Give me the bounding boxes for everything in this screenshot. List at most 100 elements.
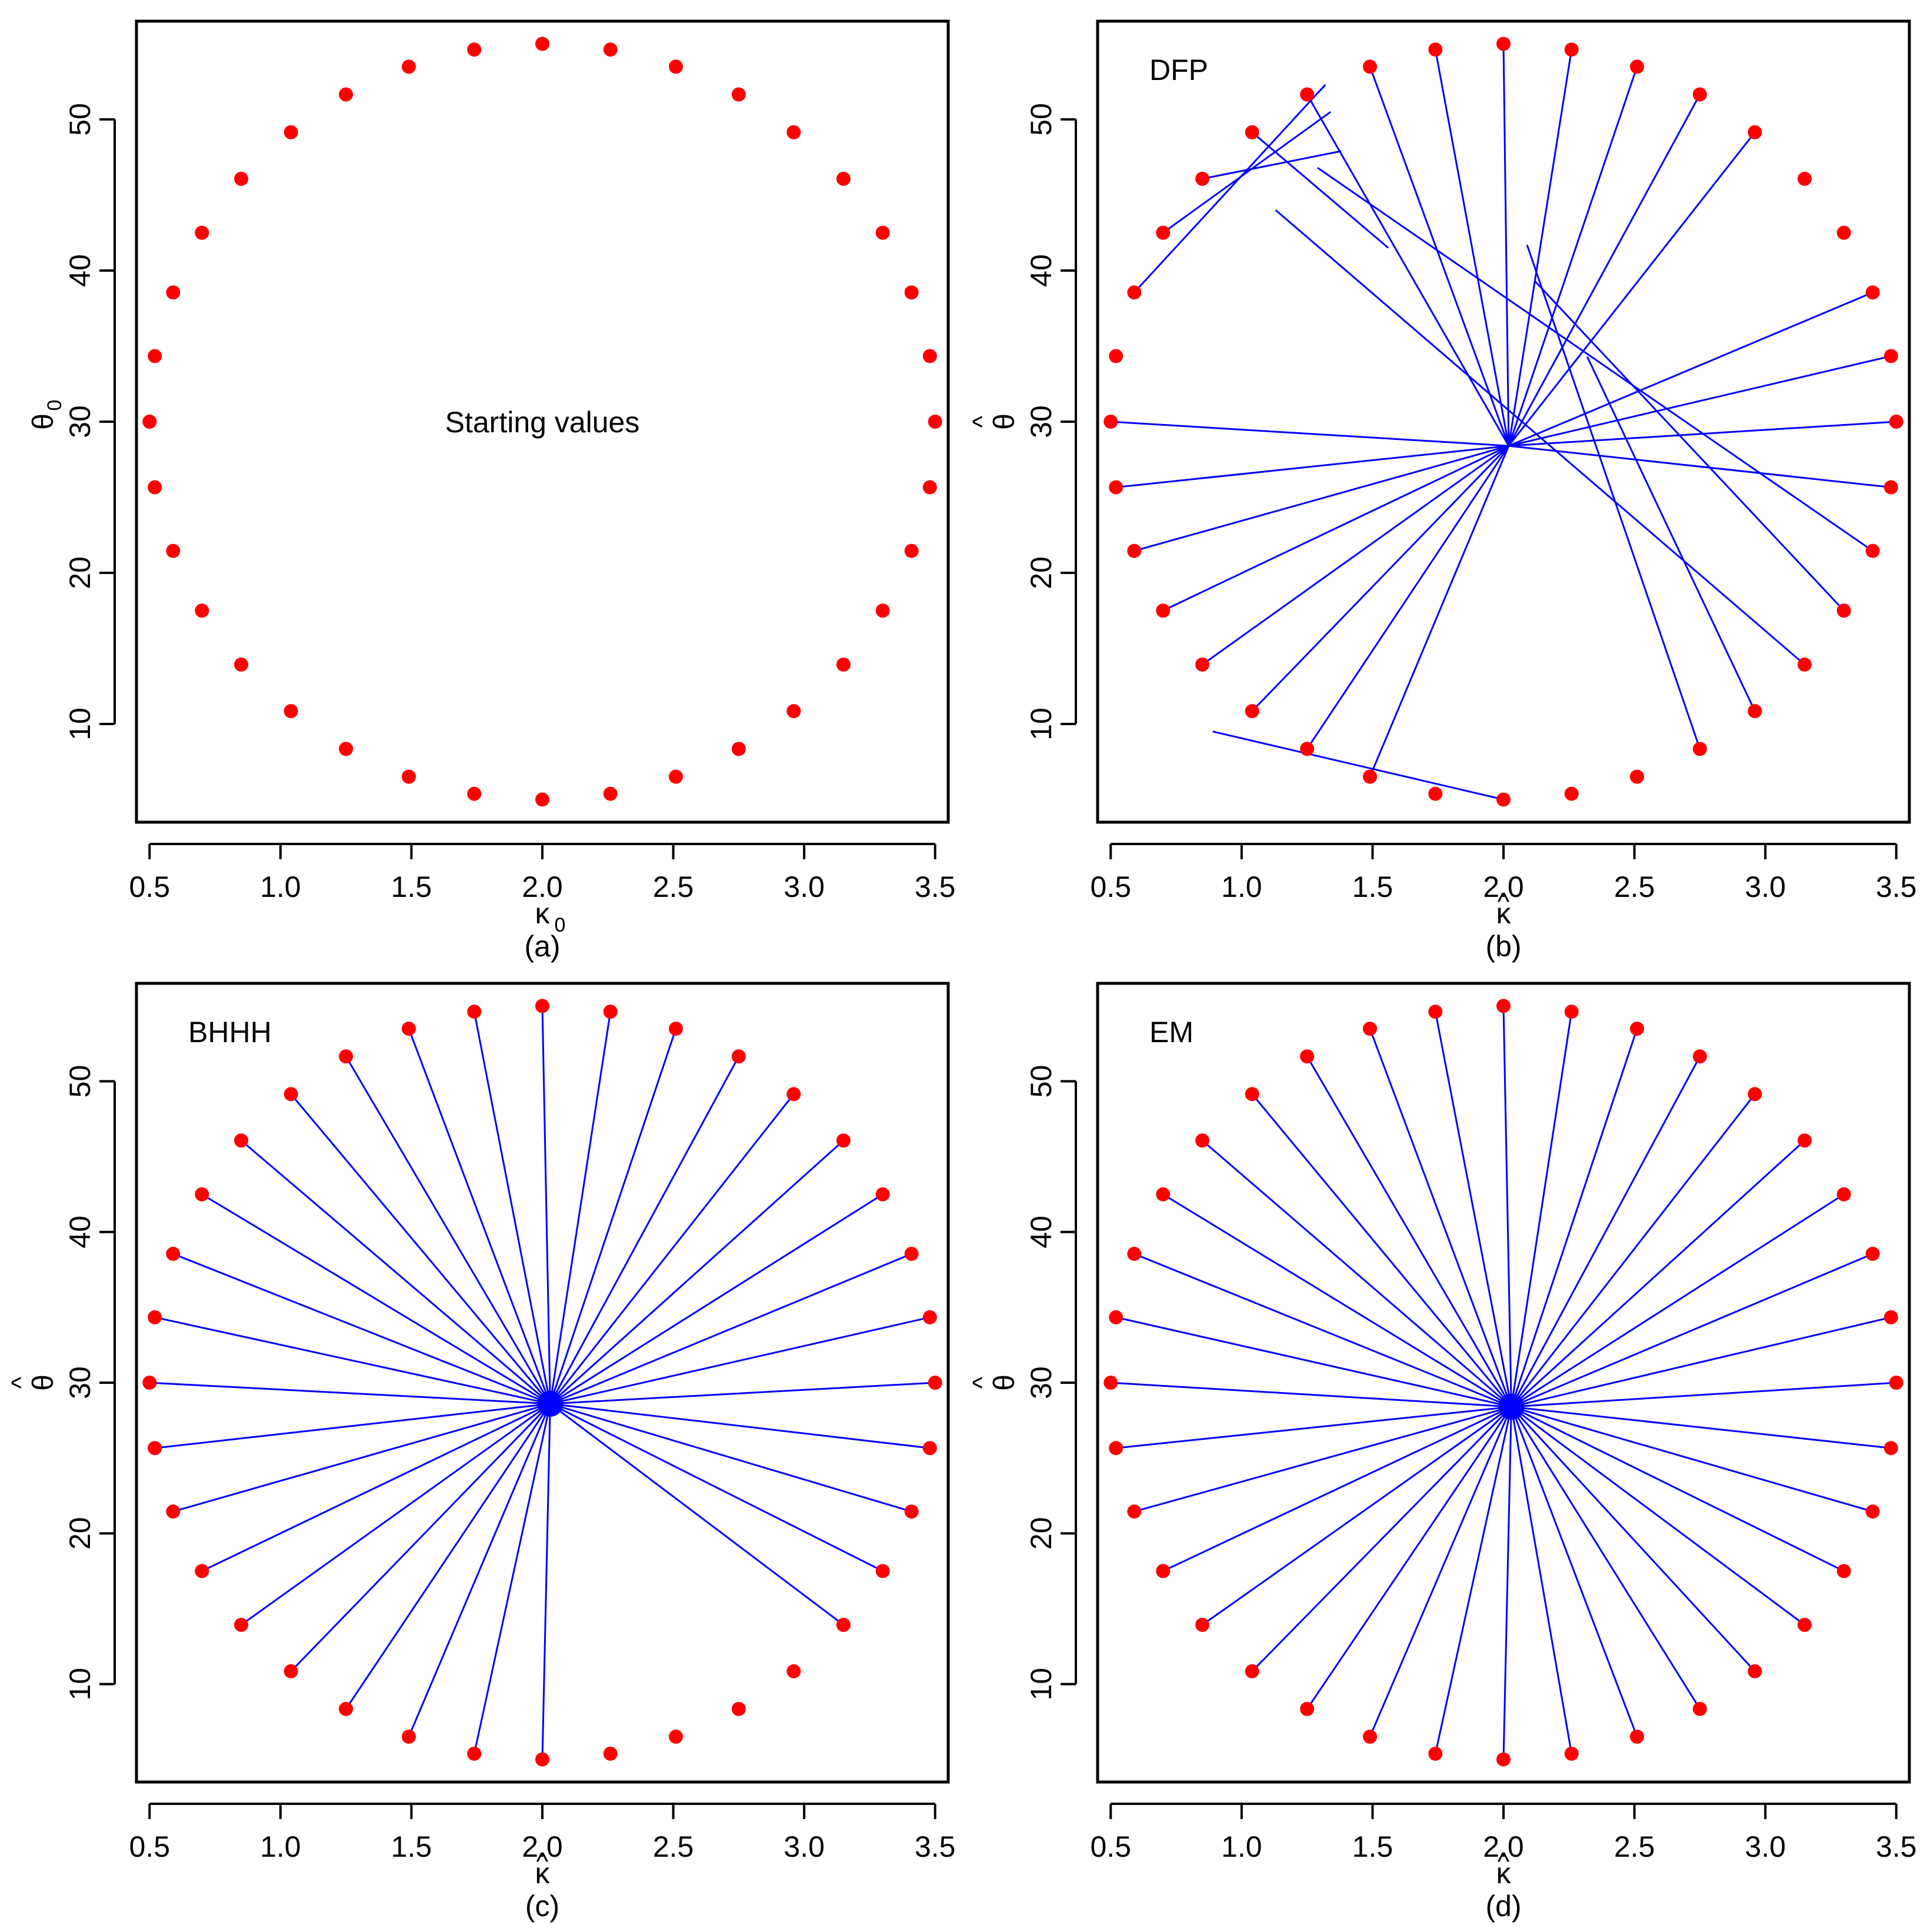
start-point xyxy=(731,87,746,102)
start-point xyxy=(731,1701,746,1716)
start-point xyxy=(731,742,746,756)
panel-annotation: BHHH xyxy=(188,1016,272,1049)
trajectory-line xyxy=(1251,131,1389,249)
y-tick-label: 50 xyxy=(1025,1065,1058,1098)
x-label-symbol: κ xyxy=(1496,1857,1512,1890)
x-tick-label: 3.5 xyxy=(915,1830,956,1863)
x-tick-label: 3.0 xyxy=(1745,870,1786,903)
start-point xyxy=(731,1049,746,1064)
start-point xyxy=(1156,1187,1171,1202)
x-tick-label: 1.5 xyxy=(391,1830,432,1863)
start-point xyxy=(786,1664,801,1679)
start-point xyxy=(836,657,851,672)
trajectory-line xyxy=(1511,1093,1756,1407)
trajectory-line xyxy=(1508,49,1573,446)
start-point xyxy=(1127,543,1142,558)
start-point xyxy=(1836,1564,1851,1579)
start-point xyxy=(1865,285,1880,300)
trajectory-line xyxy=(1526,244,1701,749)
start-point xyxy=(1836,225,1851,240)
start-point xyxy=(1797,657,1812,672)
trajectory-line xyxy=(1511,1406,1892,1449)
start-point xyxy=(401,769,416,784)
y-label-symbol: θ xyxy=(26,413,59,430)
trajectory-line xyxy=(1162,1193,1512,1408)
trajectory-line xyxy=(549,1253,912,1405)
start-point xyxy=(669,769,684,784)
start-point xyxy=(1362,769,1377,784)
start-point xyxy=(904,1246,919,1261)
start-point xyxy=(1797,172,1812,186)
start-point xyxy=(875,1564,890,1579)
trajectory-line xyxy=(549,1093,795,1404)
trajectory-line xyxy=(549,1011,612,1404)
y-label-symbol: θ xyxy=(988,1374,1021,1391)
start-point xyxy=(786,1087,801,1102)
trajectory-line xyxy=(1162,445,1509,612)
trajectory-line xyxy=(549,1193,884,1405)
trajectory-line xyxy=(1508,445,1892,489)
trajectory-line xyxy=(1511,1406,1873,1513)
trajectory-line xyxy=(549,1403,844,1626)
start-point xyxy=(669,59,684,74)
trajectory-line xyxy=(1511,1193,1845,1408)
trajectory-line xyxy=(1317,167,1873,552)
y-tick-label: 10 xyxy=(1025,1668,1058,1701)
start-point xyxy=(234,1133,249,1148)
start-point xyxy=(603,1005,618,1019)
x-tick-label: 3.0 xyxy=(784,870,825,903)
trajectory-line xyxy=(201,1403,551,1572)
start-point xyxy=(467,42,482,57)
x-tick-label: 1.5 xyxy=(1352,870,1393,903)
start-point xyxy=(603,42,618,57)
start-point xyxy=(166,285,181,300)
x-label-hat: ^ xyxy=(1498,1847,1510,1876)
trajectory-line xyxy=(1511,1056,1701,1407)
x-axis: 0.5 1.0 1.5 2.0 2.5 3.0 3.5 xyxy=(1091,843,1916,903)
start-point xyxy=(1195,657,1210,672)
start-point xyxy=(1127,1246,1142,1261)
start-point xyxy=(339,1049,354,1064)
start-point xyxy=(401,59,416,74)
panel-caption: (d) xyxy=(1485,1890,1521,1923)
x-label-symbol: κ xyxy=(1496,897,1512,930)
plot-frame xyxy=(135,19,950,824)
trajectory-line xyxy=(550,1316,931,1405)
trajectory-line xyxy=(473,1403,551,1754)
start-point xyxy=(786,125,801,139)
trajectory-line xyxy=(290,1403,551,1672)
x-tick-label: 3.5 xyxy=(915,870,956,903)
start-point xyxy=(1883,349,1898,363)
trajectory-line xyxy=(1202,1406,1512,1626)
start-point xyxy=(1300,1701,1315,1716)
segments xyxy=(1111,44,1896,800)
x-tick-label: 0.5 xyxy=(129,870,171,903)
start-point xyxy=(284,125,298,139)
x-axis: 0.5 1.0 1.5 2.0 2.5 3.0 3.5 xyxy=(1091,1803,1916,1863)
start-point xyxy=(922,1310,937,1324)
start-point xyxy=(166,1504,181,1519)
trajectory-line xyxy=(1212,730,1504,800)
y-tick-label: 30 xyxy=(1025,405,1058,438)
start-point xyxy=(1109,1310,1123,1324)
start-point xyxy=(1748,1664,1762,1679)
trajectory-line xyxy=(1275,209,1805,666)
start-point xyxy=(142,1376,157,1390)
x-tick-label: 1.0 xyxy=(1221,1830,1262,1863)
start-point xyxy=(875,1187,890,1202)
start-point xyxy=(1564,786,1579,801)
start-point xyxy=(875,225,890,240)
start-point xyxy=(1127,285,1142,300)
trajectory-line xyxy=(1508,421,1896,447)
start-point xyxy=(922,480,937,495)
x-tick-label: 0.5 xyxy=(129,1830,171,1863)
trajectory-line xyxy=(1251,1406,1512,1672)
x-tick-label: 1.0 xyxy=(260,1830,301,1863)
trajectory-line xyxy=(241,1140,551,1405)
start-point xyxy=(535,999,549,1013)
start-point xyxy=(1883,480,1898,495)
trajectory-line xyxy=(1133,445,1509,552)
trajectory-line xyxy=(549,1028,677,1404)
start-point xyxy=(535,36,549,51)
